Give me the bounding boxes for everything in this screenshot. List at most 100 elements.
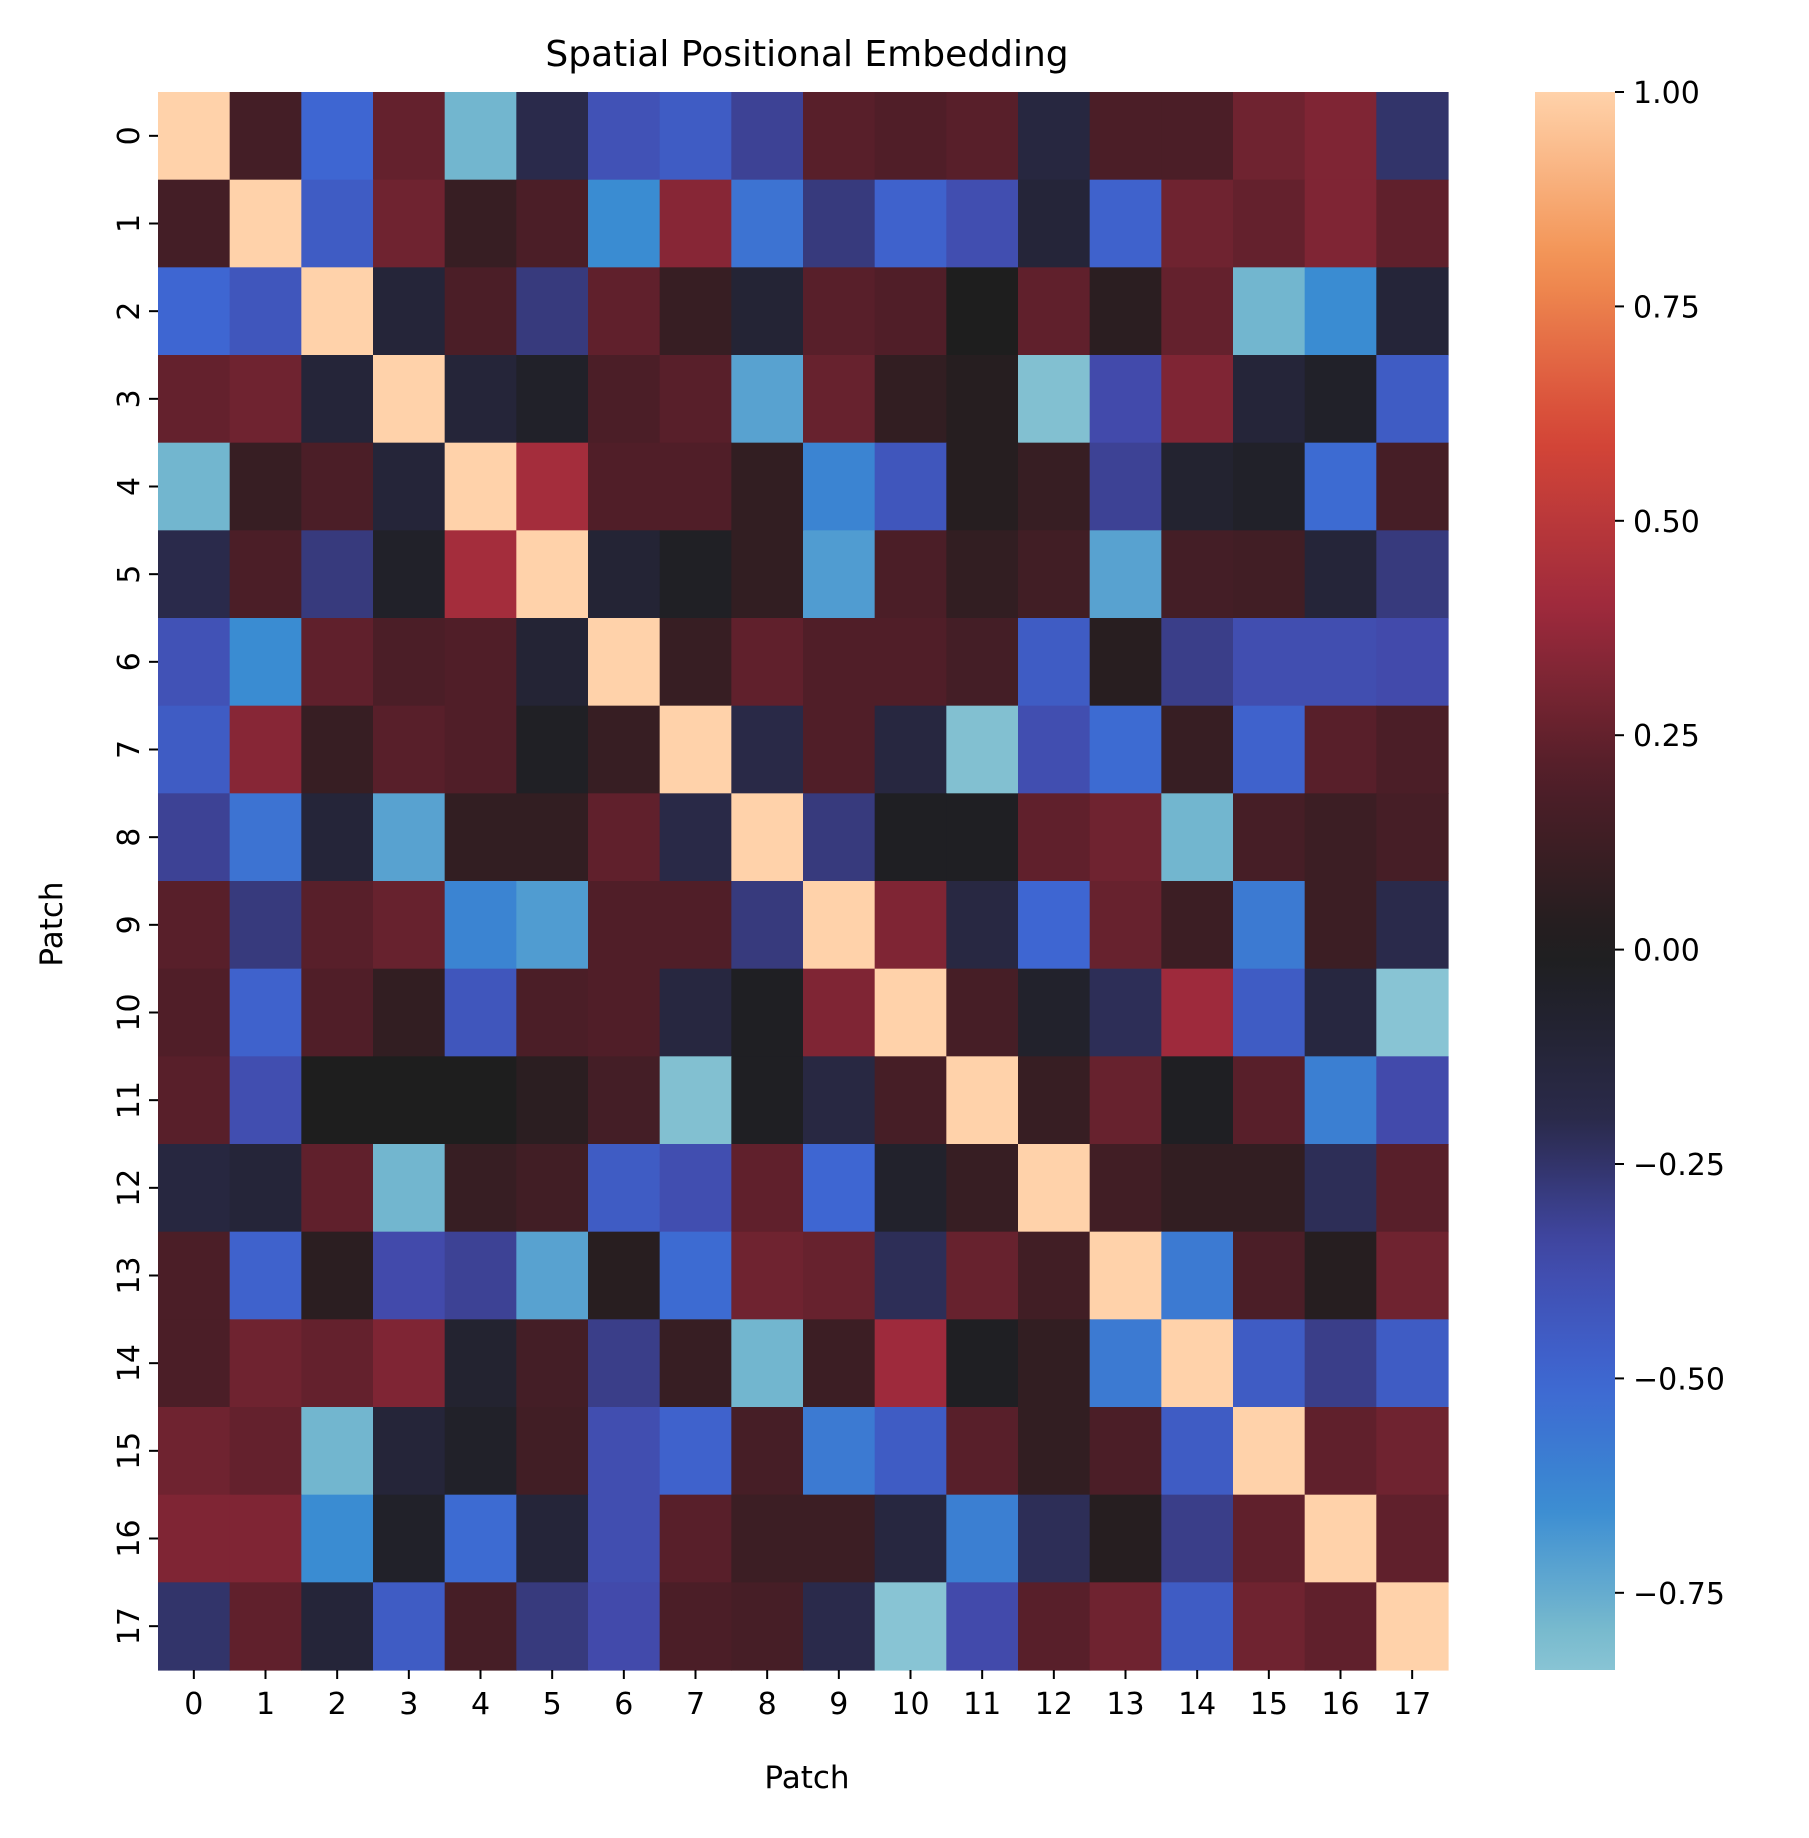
heatmap-cell [588, 530, 661, 619]
heatmap-cell [1304, 442, 1377, 531]
heatmap-cell [1018, 705, 1091, 794]
heatmap-cell [731, 705, 804, 794]
heatmap-cell [1376, 92, 1449, 181]
x-tick-label: 15 [1250, 1687, 1288, 1722]
heatmap-cell [1089, 442, 1162, 531]
heatmap-cell [301, 355, 374, 444]
heatmap-cell [731, 530, 804, 619]
heatmap-cell [373, 1319, 446, 1408]
heatmap-cell [1376, 355, 1449, 444]
heatmap-cell [1304, 705, 1377, 794]
heatmap-cell [444, 618, 517, 707]
heatmap-cell [803, 355, 876, 444]
x-tick-label: 5 [543, 1687, 562, 1722]
heatmap-cell [731, 1319, 804, 1408]
heatmap-cell [731, 793, 804, 882]
heatmap-cell [229, 179, 302, 268]
heatmap-cell [373, 1231, 446, 1320]
heatmap-cell [874, 1231, 947, 1320]
heatmap-cell [659, 179, 732, 268]
heatmap-cell [874, 705, 947, 794]
heatmap-cell [301, 1319, 374, 1408]
heatmap-cell [1161, 1582, 1234, 1671]
heatmap-cell [1089, 793, 1162, 882]
heatmap-cell [1089, 881, 1162, 970]
heatmap-cell [516, 1582, 589, 1671]
heatmap-cell [301, 1144, 374, 1233]
heatmap-cell [1304, 1319, 1377, 1408]
heatmap-cell [1018, 968, 1091, 1057]
heatmap-cell [946, 1494, 1019, 1583]
heatmap-cell [1018, 1144, 1091, 1233]
heatmap-cell [1304, 1231, 1377, 1320]
heatmap-cell [516, 355, 589, 444]
heatmap-cell [516, 881, 589, 970]
x-axis-label: Patch [764, 1760, 849, 1796]
heatmap-cell [946, 1231, 1019, 1320]
heatmap-cell [158, 355, 231, 444]
heatmap-cell [516, 530, 589, 619]
heatmap-cell [731, 881, 804, 970]
heatmap-cell [1304, 1582, 1377, 1671]
heatmap-cell [1304, 1144, 1377, 1233]
heatmap-cell [659, 1407, 732, 1496]
colorbar-tick-label: 0.00 [1633, 934, 1700, 969]
heatmap-cell [588, 618, 661, 707]
heatmap-cell [444, 793, 517, 882]
heatmap-cell [659, 355, 732, 444]
heatmap-cell [659, 1144, 732, 1233]
heatmap-cell [946, 881, 1019, 970]
colorbar-tick-label: −0.25 [1633, 1148, 1725, 1183]
heatmap-cell [444, 1144, 517, 1233]
heatmap-cell [301, 179, 374, 268]
heatmap-cell [229, 1231, 302, 1320]
heatmap-cell [229, 968, 302, 1057]
heatmap-cell [1376, 442, 1449, 531]
heatmap-cell [301, 793, 374, 882]
heatmap-cell [588, 793, 661, 882]
heatmap-cell [301, 1494, 374, 1583]
heatmap-cell [1161, 1319, 1234, 1408]
heatmap-cell [1376, 705, 1449, 794]
heatmap-cell [1161, 530, 1234, 619]
heatmap-cell [1018, 267, 1091, 356]
heatmap-cell [874, 1144, 947, 1233]
y-tick-label: 7 [112, 740, 147, 759]
heatmap-cell [1376, 1319, 1449, 1408]
heatmap-cell [1018, 442, 1091, 531]
heatmap-cell [1161, 1144, 1234, 1233]
heatmap-cell [731, 1407, 804, 1496]
heatmap-cell [1376, 1494, 1449, 1583]
heatmap-cell [946, 1056, 1019, 1145]
heatmap-cell [588, 1144, 661, 1233]
heatmap-cell [229, 1144, 302, 1233]
heatmap-cell [1161, 179, 1234, 268]
heatmap-cell [444, 92, 517, 181]
heatmap-cell [1089, 1056, 1162, 1145]
heatmap-cell [731, 355, 804, 444]
y-tick-label: 16 [112, 1519, 147, 1557]
heatmap-cell [1233, 618, 1306, 707]
x-tick-label: 2 [328, 1687, 347, 1722]
heatmap-cell [301, 1407, 374, 1496]
heatmap-cell [659, 442, 732, 531]
heatmap-cell [731, 1582, 804, 1671]
heatmap-cell [444, 881, 517, 970]
heatmap-cell [874, 1582, 947, 1671]
heatmap-cell [1304, 179, 1377, 268]
heatmap-cell [588, 267, 661, 356]
y-tick-label: 14 [112, 1344, 147, 1382]
x-tick-label: 7 [686, 1687, 705, 1722]
heatmap-cell [444, 705, 517, 794]
heatmap-cell [731, 92, 804, 181]
heatmap-cell [373, 793, 446, 882]
heatmap-cell [588, 1056, 661, 1145]
heatmap-cell [659, 267, 732, 356]
heatmap-cell [444, 1056, 517, 1145]
y-tick-label: 15 [112, 1432, 147, 1470]
heatmap-cell [1089, 705, 1162, 794]
heatmap-cell [158, 1144, 231, 1233]
heatmap-cell [731, 442, 804, 531]
heatmap-cell [1089, 1144, 1162, 1233]
heatmap-cell [588, 1319, 661, 1408]
